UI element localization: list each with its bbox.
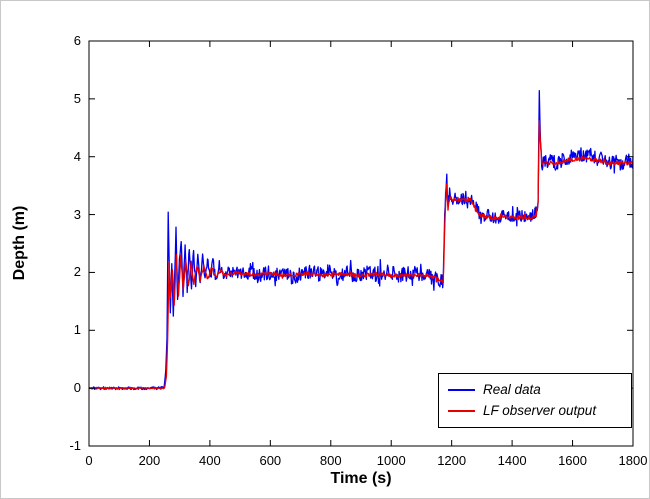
y-tick-label: 3 <box>73 206 81 222</box>
x-tick-label: 1800 <box>618 453 648 468</box>
x-tick-label: 400 <box>199 453 221 468</box>
y-tick-label: 4 <box>73 148 81 164</box>
legend-line-sample-blue <box>448 389 475 391</box>
x-tick-label: 1400 <box>497 453 527 468</box>
legend-label-observer: LF observer output <box>483 403 597 418</box>
legend-item-real-data: Real data <box>448 382 622 398</box>
x-tick-label: 200 <box>138 453 161 468</box>
x-tick-label: 800 <box>319 453 342 468</box>
legend-line-sample-red <box>448 410 475 412</box>
y-axis-label: Depth (m) <box>11 205 28 281</box>
legend: Real data LF observer output <box>438 373 632 428</box>
x-tick-label: 1000 <box>376 453 406 468</box>
axes-box <box>88 40 634 447</box>
real-data-line <box>88 90 634 391</box>
y-tick-label: -1 <box>69 438 81 453</box>
y-tick-label: 2 <box>73 264 81 280</box>
y-tick-label: 1 <box>73 322 81 338</box>
x-tick-label: 600 <box>259 453 282 468</box>
x-axis-label: Time (s) <box>330 470 392 487</box>
x-tick-label: 1200 <box>437 453 467 468</box>
legend-label-real-data: Real data <box>483 382 541 397</box>
y-tick-label: 5 <box>73 90 81 106</box>
y-tick-label: 0 <box>73 380 81 396</box>
legend-item-observer: LF observer output <box>448 403 622 419</box>
lf-observer-line <box>88 120 634 390</box>
x-tick-label: 0 <box>85 453 93 468</box>
x-tick-label: 1600 <box>558 453 587 468</box>
y-tick-label: 6 <box>73 33 81 48</box>
